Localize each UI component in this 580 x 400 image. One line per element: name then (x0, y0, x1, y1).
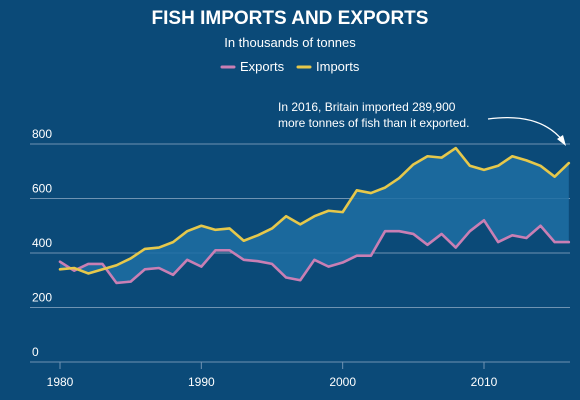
line-layer (58, 146, 571, 285)
exports-line (58, 219, 571, 285)
x-tick-label: 1990 (188, 375, 215, 389)
chart-title: FISH IMPORTS AND EXPORTS (152, 8, 429, 29)
annotation-line-2: more tonnes of fish than it exported. (278, 116, 469, 130)
x-tick-label: 2000 (329, 375, 356, 389)
y-axis-ticks: 0 200 400 600 800 (32, 127, 52, 359)
y-tick-label: 800 (32, 127, 52, 141)
x-tick-label: 1980 (47, 375, 74, 389)
gap-area (60, 148, 569, 283)
x-tick-label: 2010 (471, 375, 498, 389)
chart-subtitle: In thousands of tonnes (224, 35, 356, 50)
annotation: In 2016, Britain imported 289,900 more t… (278, 100, 566, 146)
y-tick-label: 400 (32, 236, 52, 250)
legend-label-imports: Imports (316, 59, 360, 74)
y-tick-label: 600 (32, 182, 52, 196)
annotation-arrow (487, 116, 564, 142)
area-layer (60, 148, 569, 283)
legend-label-exports: Exports (240, 59, 285, 74)
imports-line (58, 146, 571, 275)
y-tick-label: 200 (32, 291, 52, 305)
x-axis-ticks: 1980 1990 2000 2010 (47, 362, 498, 389)
y-tick-label: 0 (32, 345, 39, 359)
annotation-arrowhead (557, 135, 566, 146)
legend: Exports Imports (220, 59, 360, 74)
annotation-line-1: In 2016, Britain imported 289,900 (278, 100, 456, 114)
